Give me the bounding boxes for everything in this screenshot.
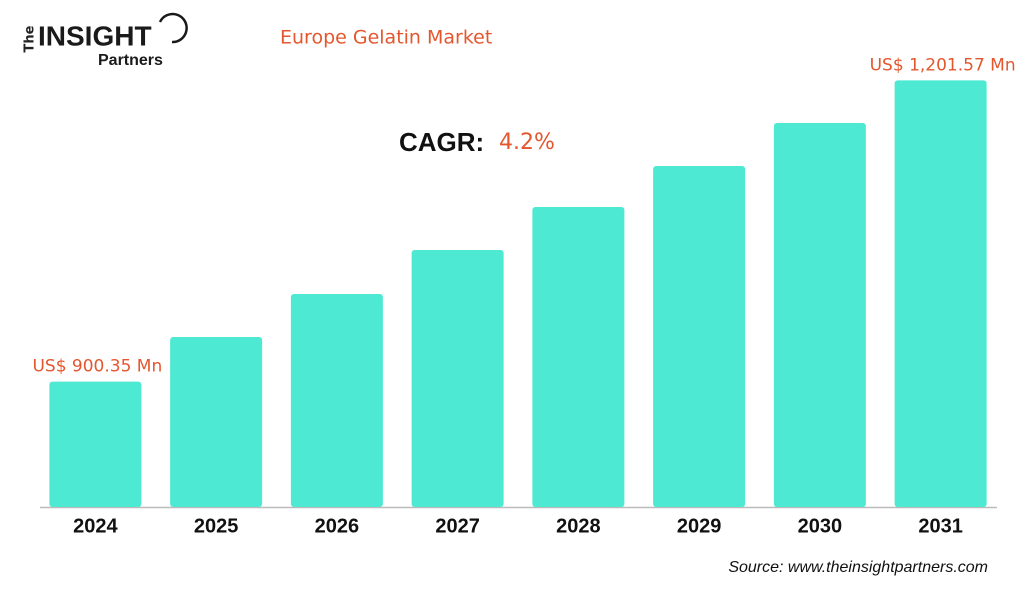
value-label: US$ 1,201.57 Mn (870, 55, 1016, 75)
x-tick-label: 2028 (556, 515, 601, 537)
logo-name: INSIGHT (38, 20, 152, 51)
source: Source: www.theinsightpartners.com (728, 559, 988, 576)
x-tick-label: 2026 (315, 515, 360, 537)
bar (290, 294, 383, 507)
chart-title: Europe Gelatin Market (280, 27, 492, 49)
bar (773, 123, 866, 507)
logo-suffix: Partners (98, 52, 163, 69)
cagr-value: 4.2% (499, 130, 555, 155)
x-tick-label: 2024 (73, 515, 118, 537)
cagr-label: CAGR: (399, 127, 484, 157)
bar (894, 80, 987, 508)
bar (411, 250, 504, 507)
bar (653, 166, 746, 507)
bar (49, 381, 142, 507)
value-label: US$ 900.35 Mn (32, 357, 162, 377)
x-tick-label: 2025 (194, 515, 239, 537)
x-tick-label: 2029 (677, 515, 722, 537)
bar (532, 207, 625, 507)
logo-arc (158, 12, 188, 44)
bar (170, 337, 263, 507)
logo: The INSIGHT Partners (23, 12, 188, 69)
logo-prefix: The (23, 25, 38, 52)
x-tick-label: 2030 (798, 515, 843, 537)
x-tick-label: 2031 (918, 515, 963, 537)
x-tick-label: 2027 (435, 515, 480, 537)
